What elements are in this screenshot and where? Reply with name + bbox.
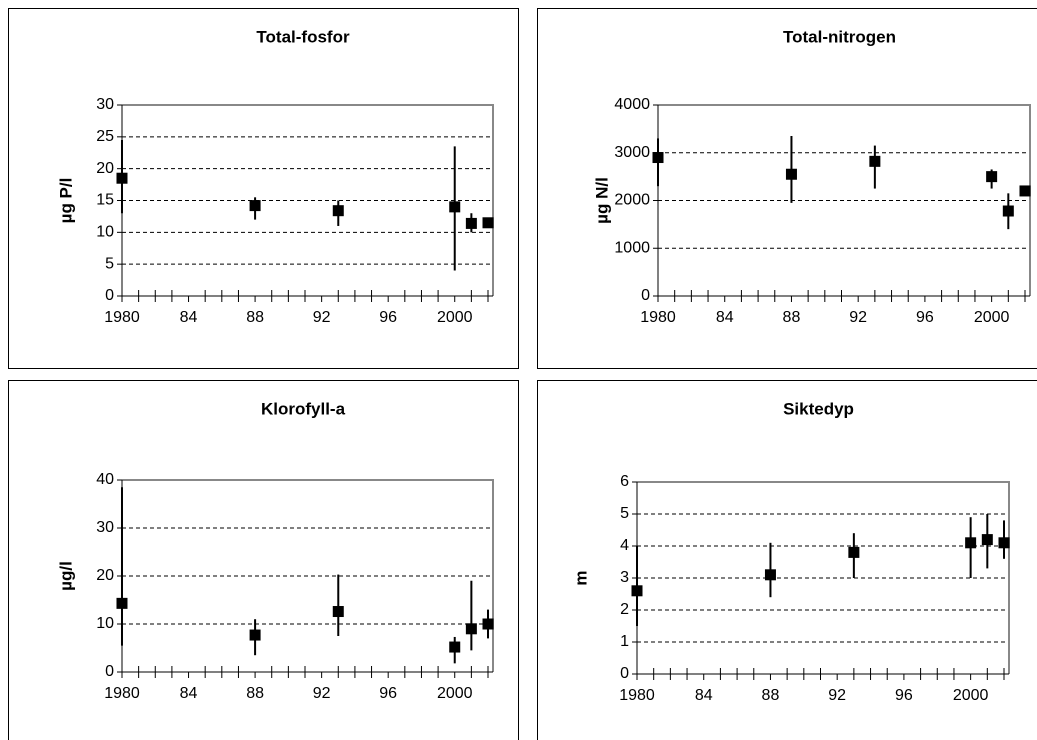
y-tick-label: 0 — [641, 287, 650, 304]
y-axis-label: µg P/l — [56, 178, 75, 224]
y-tick-label: 6 — [620, 473, 629, 490]
x-tick-label: 88 — [783, 309, 801, 326]
marker — [332, 205, 344, 217]
marker — [116, 172, 128, 184]
chart-title: Total-fosfor — [256, 27, 350, 46]
marker — [465, 217, 477, 229]
x-tick-label: 84 — [695, 687, 713, 704]
plot-frame — [122, 104, 494, 296]
y-tick-label: 5 — [620, 505, 629, 522]
y-tick-label: 0 — [620, 665, 629, 682]
y-tick-label: 25 — [96, 128, 114, 145]
x-tick-label: 88 — [762, 687, 780, 704]
y-tick-label: 20 — [96, 160, 114, 177]
marker — [785, 168, 797, 180]
panel: Total-fosfor µg P/l 0 5 10 15 20 25 30 1980 84 88 92… — [8, 8, 519, 369]
x-tick-label: 88 — [246, 309, 264, 326]
marker — [869, 155, 881, 167]
marker — [965, 537, 977, 549]
y-tick-label: 3000 — [614, 144, 650, 161]
y-tick-label: 2 — [620, 601, 629, 618]
plot-frame — [122, 479, 494, 672]
panel: Klorofyll-a µg/l 0 10 20 30 40 1980 84 88 92 96 2000 — [8, 380, 519, 740]
y-tick-label: 2000 — [614, 192, 650, 209]
x-tick-label: 92 — [828, 687, 846, 704]
y-tick-label: 40 — [96, 471, 114, 488]
marker — [998, 537, 1010, 549]
marker — [631, 585, 643, 597]
y-tick-label: 20 — [96, 567, 114, 584]
y-tick-label: 1000 — [614, 239, 650, 256]
x-tick-label: 1980 — [640, 309, 676, 326]
chart-title: Siktedyp — [783, 399, 854, 418]
y-axis-label: µg N/l — [592, 177, 611, 224]
y-tick-label: 30 — [96, 519, 114, 536]
x-tick-label: 1980 — [104, 309, 140, 326]
plot-frame — [658, 104, 1031, 296]
x-tick-label: 88 — [246, 685, 264, 702]
y-tick-label: 4000 — [614, 96, 650, 113]
y-tick-label: 10 — [96, 615, 114, 632]
marker — [249, 629, 261, 641]
marker — [1002, 205, 1014, 217]
marker — [449, 641, 461, 653]
x-tick-label: 96 — [379, 685, 397, 702]
y-tick-label: 5 — [105, 255, 114, 272]
marker — [981, 534, 993, 546]
x-tick-label: 2000 — [974, 309, 1010, 326]
marker — [764, 569, 776, 581]
y-tick-label: 1 — [620, 633, 629, 650]
x-tick-label: 84 — [716, 309, 734, 326]
y-tick-label: 4 — [620, 537, 629, 554]
panel-border — [8, 380, 519, 740]
y-axis-label: m — [571, 570, 590, 585]
x-tick-label: 96 — [916, 309, 934, 326]
y-axis-label: µg/l — [56, 561, 75, 591]
y-tick-label: 0 — [105, 287, 114, 304]
marker — [986, 171, 998, 183]
x-tick-label: 1980 — [104, 685, 140, 702]
panel-border — [8, 8, 519, 369]
x-tick-label: 84 — [180, 309, 198, 326]
marker — [332, 606, 344, 618]
panel: Siktedyp m 0 1 2 3 4 5 6 1980 84 88 92 96 2000 — [537, 380, 1037, 740]
x-tick-label: 2000 — [953, 687, 989, 704]
marker — [465, 623, 477, 635]
x-tick-label: 2000 — [437, 309, 473, 326]
x-tick-label: 92 — [849, 309, 867, 326]
y-tick-label: 3 — [620, 569, 629, 586]
y-tick-label: 10 — [96, 224, 114, 241]
x-tick-label: 96 — [379, 309, 397, 326]
marker — [1019, 185, 1031, 197]
x-tick-label: 92 — [313, 309, 331, 326]
marker — [482, 618, 494, 630]
x-tick-label: 92 — [313, 685, 331, 702]
x-tick-label: 96 — [895, 687, 913, 704]
chart-title: Klorofyll-a — [261, 399, 346, 418]
y-tick-label: 30 — [96, 96, 114, 113]
x-tick-label: 2000 — [437, 685, 473, 702]
marker — [116, 597, 128, 609]
marker — [652, 152, 664, 164]
marker — [482, 217, 494, 229]
chart-title: Total-nitrogen — [783, 27, 896, 46]
y-tick-label: 15 — [96, 192, 114, 209]
marker — [848, 546, 860, 558]
panel: Total-nitrogen µg N/l 0 1000 2000 3000 4000 198… — [537, 8, 1037, 369]
panel-border — [537, 380, 1037, 740]
marker — [449, 201, 461, 213]
plot-frame — [637, 481, 1010, 674]
y-tick-label: 0 — [105, 663, 114, 680]
panel-border — [537, 8, 1037, 369]
x-tick-label: 84 — [180, 685, 198, 702]
marker — [249, 200, 261, 212]
x-tick-label: 1980 — [619, 687, 655, 704]
